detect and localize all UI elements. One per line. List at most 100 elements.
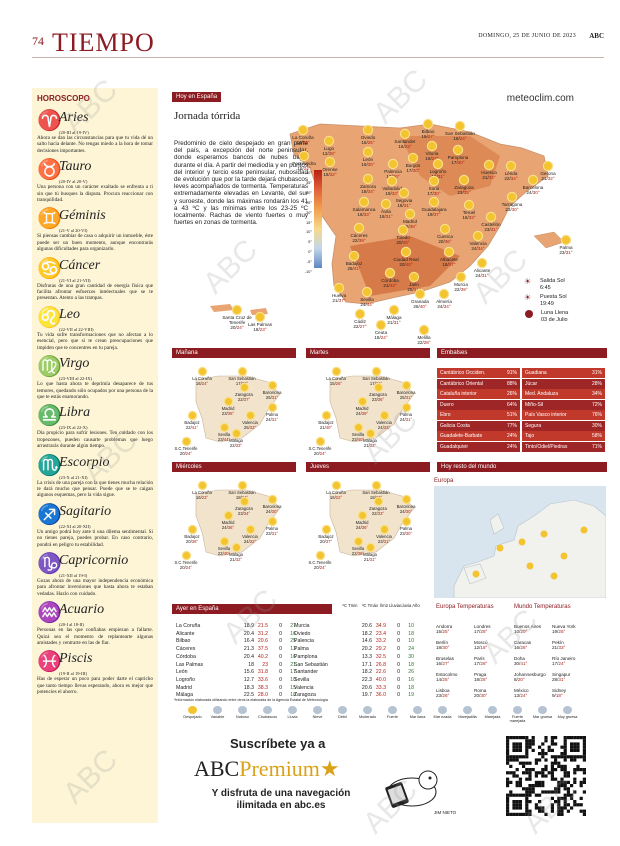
city-temps: 24/31° <box>388 417 424 422</box>
weather-symbol-icon <box>263 706 272 714</box>
city-temperature: Praga 18/28° <box>474 672 510 682</box>
city-name: Singapur <box>552 672 571 677</box>
city-name: Albacete <box>440 257 458 262</box>
yesterday-row: Córdoba 20.4 40.2 0 16 <box>176 654 296 662</box>
weather-symbol-icon <box>513 706 522 714</box>
forecast-city: La Coruña 16/22° <box>318 490 354 500</box>
city-temps: 22/38° <box>340 551 376 556</box>
city-temperature: Segovia 18/31° <box>384 198 424 208</box>
city-temps: 12/18° <box>474 645 510 650</box>
rain: 0 <box>279 661 282 668</box>
rain: 0 <box>279 623 282 629</box>
forecast-tag: Martes <box>306 348 430 358</box>
city-temps: 22/40° <box>206 551 242 556</box>
sign-dates: (21-XII al 19-I) <box>59 572 88 578</box>
city-name: Ávila <box>381 209 391 214</box>
city-name: Las Palmas <box>247 322 272 327</box>
symbol-label: Despejado <box>183 715 202 719</box>
min-temp: 20/ <box>313 565 320 570</box>
symbol-item: Fuerte <box>380 706 405 724</box>
forecast-city: S.C.Tenerife 20/24° <box>302 560 338 570</box>
city-temperature: Vitoria 16/27° <box>412 151 452 161</box>
rain: 0 <box>397 661 400 668</box>
min-temp: 22/ <box>353 324 360 329</box>
subscription-ad[interactable]: Suscríbete ya a ABCPremium★ Y disfruta d… <box>172 730 606 824</box>
min-temp: 17.1 <box>361 661 372 668</box>
symbol-item: Marejada <box>480 706 505 724</box>
symbol-label: Mar gruesa <box>532 715 553 719</box>
sun-icon <box>440 290 448 298</box>
city-temperature: Madrid 25/38° <box>390 219 430 229</box>
city-temps: 30/41° <box>514 661 550 666</box>
city-name: Estocolmo <box>436 672 458 677</box>
min-temp: 16/ <box>379 214 386 219</box>
city-name: Palma <box>294 646 309 653</box>
min-temp: 16/ <box>514 645 521 650</box>
forecast-tag: Miércoles <box>172 462 296 472</box>
max-temp: 24° <box>459 136 467 141</box>
yesterday-row: Santander 18.2 22.6 0 26 <box>294 669 414 677</box>
rain-year: 26 <box>408 669 414 676</box>
sun-icon <box>454 146 462 154</box>
min-temp: 24/ <box>355 525 362 530</box>
max-temp: 37° <box>433 212 441 217</box>
max-temp: 23.4 <box>375 630 386 637</box>
city-name: Santander <box>294 669 318 676</box>
max-temp: 33° <box>369 443 377 448</box>
symbol-label: Moderado <box>358 715 377 719</box>
max-temp: 38° <box>357 551 365 556</box>
reservoir-name: Tinto/Odiel/Piedras <box>525 443 568 450</box>
city-name: Bruselas <box>436 656 454 661</box>
city-name: Berlín <box>436 640 449 645</box>
max-temp: 26.8 <box>375 661 386 668</box>
reservoir-level: 30% <box>591 422 602 429</box>
city-temps: 17/22° <box>224 381 260 386</box>
min-temp: 25/ <box>407 287 414 292</box>
sign-dates: (21-V al 20-VI) <box>59 228 88 234</box>
sun-icon <box>241 498 248 505</box>
reservoir-level: 51% <box>506 412 517 418</box>
sun-icon <box>403 382 410 389</box>
min-temp: 20/ <box>313 451 320 456</box>
city-temps: 19/27° <box>408 134 448 139</box>
forecast-tag: Jueves <box>306 462 430 472</box>
max-temp: 40.2 <box>257 653 268 660</box>
max-temp: 37° <box>338 298 346 303</box>
sun-icon <box>478 259 486 267</box>
max-temp: 25° <box>442 629 450 634</box>
city-temperature: Estocolmo 14/25° <box>436 672 472 682</box>
max-temp: 34° <box>510 176 518 181</box>
forecast-city: Palma 23/30° <box>388 526 424 536</box>
symbol-label: Lluvia <box>287 715 298 719</box>
min-temp: 24/ <box>265 417 272 422</box>
sun-icon <box>544 162 552 170</box>
city-temperature: Berlín 18/30° <box>436 640 472 650</box>
sun-icon <box>325 137 333 145</box>
city-temps: 17/24° <box>552 661 588 666</box>
city-temps: 24/34° <box>458 246 498 251</box>
city-temperature: París 17/28° <box>474 656 510 666</box>
city-temperature: Singapur 28/31° <box>552 672 588 682</box>
city-name: Santander <box>394 139 416 144</box>
forecast-city: Badajoz 20/37° <box>308 534 344 544</box>
europe-label: Europa <box>434 478 454 484</box>
min-temp: 14.6 <box>361 638 372 645</box>
scale-tick: 0° <box>308 249 312 255</box>
city-temperature: Caracas 16/28° <box>514 640 550 650</box>
sign-name: Piscis <box>59 651 93 667</box>
city-name: Ciudad Real <box>393 257 419 262</box>
city-name: S.C.Tenerife <box>308 560 332 565</box>
symbol-label: Débil <box>338 715 347 719</box>
city-name: Málaga <box>363 438 377 443</box>
city-name: Palma <box>266 526 278 531</box>
city-name: Valencia <box>242 420 258 425</box>
max-temp: 31° <box>405 417 413 422</box>
city-temps: 20/37° <box>308 539 344 544</box>
yesterday-row: Las Palmas 18 23 0 21 <box>176 662 296 670</box>
city-name: Sevilla <box>217 432 231 437</box>
forecast-city: Badajoz 20/38° <box>174 534 210 544</box>
qr-code[interactable] <box>506 736 586 816</box>
sun-icon <box>333 368 340 375</box>
min-temp: 19.7 <box>361 692 372 699</box>
sign-header: ♋ Cáncer <box>37 258 153 279</box>
